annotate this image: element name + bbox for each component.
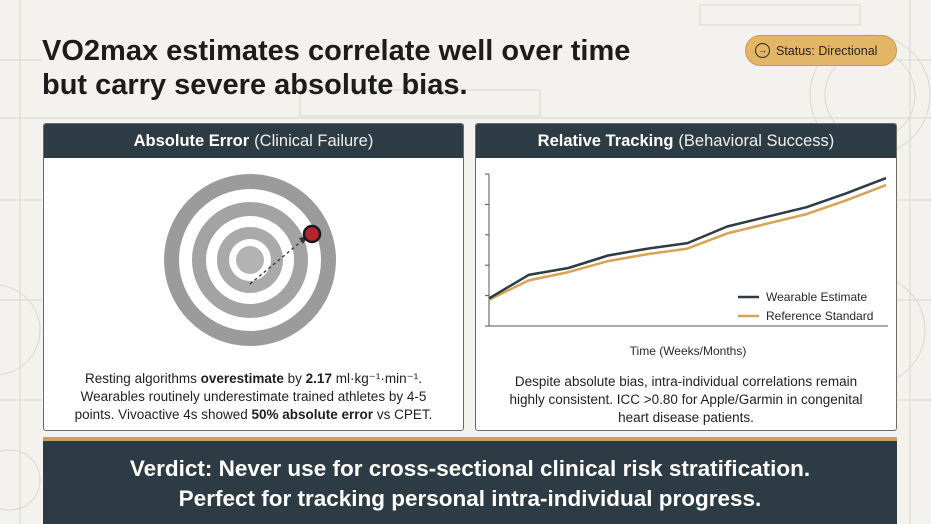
- caption-emphasis: 2.17: [305, 371, 332, 386]
- page-title: VO2max estimates correlate well over tim…: [42, 34, 722, 102]
- absolute-error-panel: Absolute Error (Clinical Failure) Restin…: [43, 123, 464, 431]
- caption-text: ml·kg⁻¹·min⁻¹.: [331, 371, 422, 386]
- status-label: Status: Directional: [776, 43, 878, 58]
- bullseye-target-icon: [164, 174, 336, 346]
- caption-line-1: Despite absolute bias, intra-individual …: [514, 374, 858, 389]
- caption-emphasis: overestimate: [200, 371, 284, 386]
- y-axis-ticks: [485, 173, 489, 327]
- series-line-reference-standard: [488, 183, 887, 301]
- caption-text: vs CPET.: [373, 407, 433, 422]
- absolute-error-title: Absolute Error: [133, 131, 250, 150]
- page-title-line-1: VO2max estimates correlate well over tim…: [42, 35, 631, 67]
- verdict-line-2: Perfect for tracking personal intra-indi…: [178, 486, 762, 511]
- absolute-error-header: Absolute Error (Clinical Failure): [44, 124, 463, 158]
- tracking-line-chart: Wearable Estimate Reference Standard Tim…: [485, 173, 888, 358]
- page-title-line-2: but carry severe absolute bias.: [42, 69, 468, 101]
- relative-tracking-caption: Despite absolute bias, intra-individual …: [476, 373, 896, 427]
- relative-tracking-panel: Relative Tracking (Behavioral Success) W…: [475, 123, 897, 431]
- verdict-line-1: Verdict: Never use for cross-sectional c…: [129, 456, 811, 481]
- off-center-hit-marker: [302, 224, 322, 244]
- relative-tracking-header: Relative Tracking (Behavioral Success): [476, 124, 896, 158]
- x-axis-label: Time (Weeks/Months): [630, 344, 747, 358]
- legend-label-wearable: Wearable Estimate: [766, 290, 867, 304]
- series-lines: [488, 176, 887, 301]
- caption-line-3: heart disease patients.: [618, 410, 754, 425]
- target-bullseye: [236, 246, 264, 274]
- caption-text: points. Vivoactive 4s showed: [74, 407, 252, 422]
- caption-text: Resting algorithms: [85, 371, 201, 386]
- relative-tracking-title: Relative Tracking: [537, 131, 674, 150]
- caption-text: by: [283, 371, 306, 386]
- status-badge: → Status: Directional: [745, 35, 897, 66]
- caption-line-3: points. Vivoactive 4s showed 50% absolut…: [58, 406, 449, 424]
- caption-line-2: highly consistent. ICC >0.80 for Apple/G…: [509, 392, 863, 407]
- caption-emphasis: 50% absolute error: [251, 407, 374, 422]
- chart-legend: Wearable Estimate Reference Standard: [738, 290, 873, 323]
- arrow-right-circle-icon: →: [755, 43, 770, 58]
- absolute-error-subtitle: (Clinical Failure): [254, 131, 374, 150]
- legend-label-reference: Reference Standard: [766, 309, 873, 323]
- caption-line-1: Resting algorithms overestimate by 2.17 …: [58, 370, 449, 388]
- relative-tracking-subtitle: (Behavioral Success): [678, 131, 835, 150]
- verdict-banner: Verdict: Never use for cross-sectional c…: [43, 437, 897, 524]
- absolute-error-caption: Resting algorithms overestimate by 2.17 …: [44, 370, 463, 424]
- series-line-wearable-estimate: [488, 176, 887, 300]
- caption-line-2: Wearables routinely underestimate traine…: [80, 389, 427, 404]
